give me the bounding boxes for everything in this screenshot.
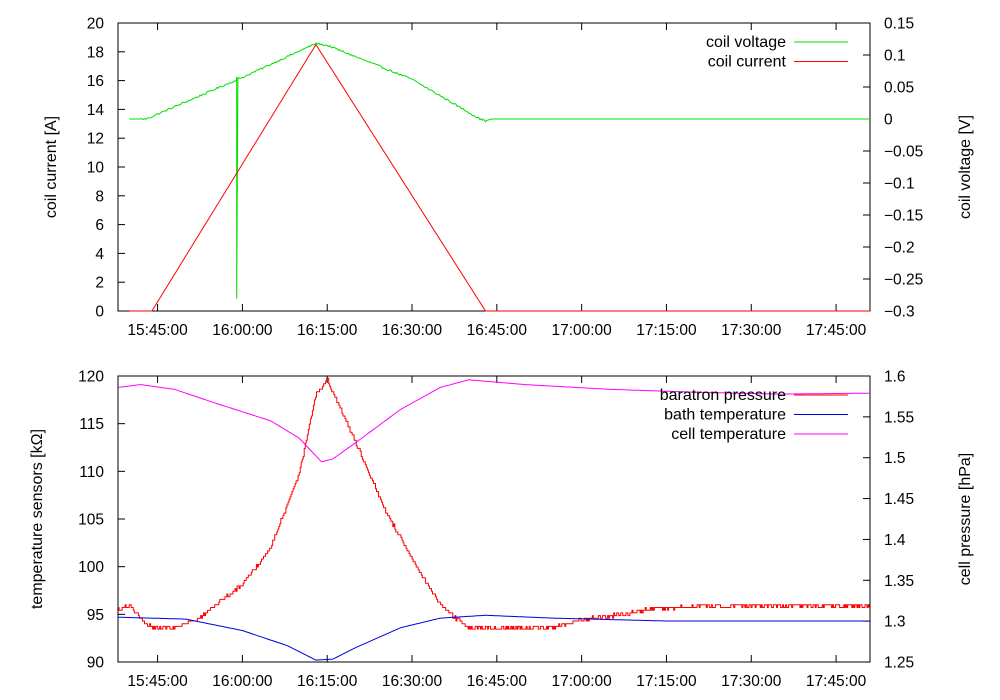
y2-tick-label: 0.05 [884, 80, 914, 97]
y-tick-label: 16 [87, 73, 104, 90]
x-tick-label: 16:00:00 [212, 673, 273, 690]
y-tick-label: 14 [87, 102, 105, 119]
legend-label: coil voltage [706, 34, 786, 51]
y-tick-label: 2 [95, 275, 104, 292]
y-tick-label: 90 [87, 655, 105, 672]
x-tick-label: 15:45:00 [127, 673, 188, 690]
x-tick-label: 17:45:00 [806, 322, 867, 339]
series-line-baratron-pressure [118, 377, 870, 630]
y-tick-label: 10 [87, 160, 105, 177]
series-line-coil-current [129, 44, 870, 312]
series-line-cell-temperature [118, 379, 870, 463]
y-tick-label: 8 [95, 188, 104, 205]
x-tick-label: 17:45:00 [806, 673, 867, 690]
x-tick-label: 16:30:00 [382, 322, 443, 339]
x-tick-label: 17:15:00 [636, 673, 697, 690]
y-tick-label: 6 [95, 217, 104, 234]
panel-1: 15:45:00 16:00:00 16:15:00 16:30:00 16:45:00… [43, 16, 974, 340]
plot-area [118, 377, 870, 661]
y2-tick-label: 1.55 [884, 409, 914, 426]
x-tick-label: 16:15:00 [297, 322, 358, 339]
y-tick-label: 105 [78, 512, 104, 529]
legend-label: coil current [708, 54, 787, 71]
plot-area [129, 42, 870, 312]
y-tick-label: 115 [79, 416, 104, 433]
y2-tick-label: −0.3 [884, 304, 915, 321]
legend-label: bath temperature [664, 407, 786, 424]
x-tick-label: 16:45:00 [467, 673, 528, 690]
y2-tick-label: −0.25 [884, 272, 923, 289]
y-tick-label: 0 [95, 304, 104, 321]
x-tick-label: 17:00:00 [551, 322, 612, 339]
y-tick-label: 100 [78, 559, 104, 576]
y2-tick-label: 1.3 [884, 614, 906, 631]
x-tick-label: 16:30:00 [382, 673, 443, 690]
y-tick-label: 18 [87, 44, 104, 61]
y2-tick-label: 0.15 [884, 16, 914, 33]
y2-tick-label: 1.25 [884, 655, 914, 672]
y2-tick-label: 1.6 [884, 369, 906, 386]
y-axis-title: coil current [A] [43, 116, 60, 218]
y-tick-label: 120 [78, 369, 104, 386]
series-line-coil-voltage [129, 42, 870, 299]
x-tick-label: 17:00:00 [551, 673, 612, 690]
y-tick-label: 95 [87, 607, 104, 624]
y2-axis-title: cell pressure [hPa] [957, 453, 974, 586]
y2-tick-label: 1.4 [884, 532, 906, 549]
y2-tick-label: −0.05 [884, 144, 923, 161]
y-tick-label: 20 [87, 16, 105, 33]
series-line-bath-temperature [118, 614, 870, 661]
y2-tick-label: −0.15 [884, 208, 923, 225]
y2-tick-label: 0.1 [884, 48, 906, 65]
y2-axis-title: coil voltage [V] [957, 115, 974, 219]
x-tick-label: 16:15:00 [297, 673, 358, 690]
y2-tick-label: −0.2 [884, 240, 915, 257]
y-axis-title: temperature sensors [kΩ] [29, 429, 46, 609]
x-tick-label: 17:30:00 [721, 673, 782, 690]
x-tick-label: 16:00:00 [212, 322, 273, 339]
panel-2: 15:45:00 16:00:00 16:15:00 16:30:00 16:45:00… [29, 369, 974, 691]
y-tick-label: 4 [95, 246, 104, 263]
y-tick-label: 110 [79, 464, 104, 481]
y2-tick-label: 1.45 [884, 491, 914, 508]
y2-tick-label: 1.5 [884, 450, 906, 467]
x-tick-label: 16:45:00 [467, 322, 528, 339]
y-tick-label: 12 [87, 131, 104, 148]
y2-tick-label: 1.35 [884, 573, 914, 590]
legend-label: cell temperature [671, 426, 786, 443]
legend-label: baratron pressure [660, 387, 786, 404]
y2-tick-label: −0.1 [884, 176, 915, 193]
x-tick-label: 15:45:00 [127, 322, 188, 339]
y2-tick-label: 0 [884, 112, 893, 129]
x-tick-label: 17:30:00 [721, 322, 782, 339]
x-tick-label: 17:15:00 [636, 322, 697, 339]
